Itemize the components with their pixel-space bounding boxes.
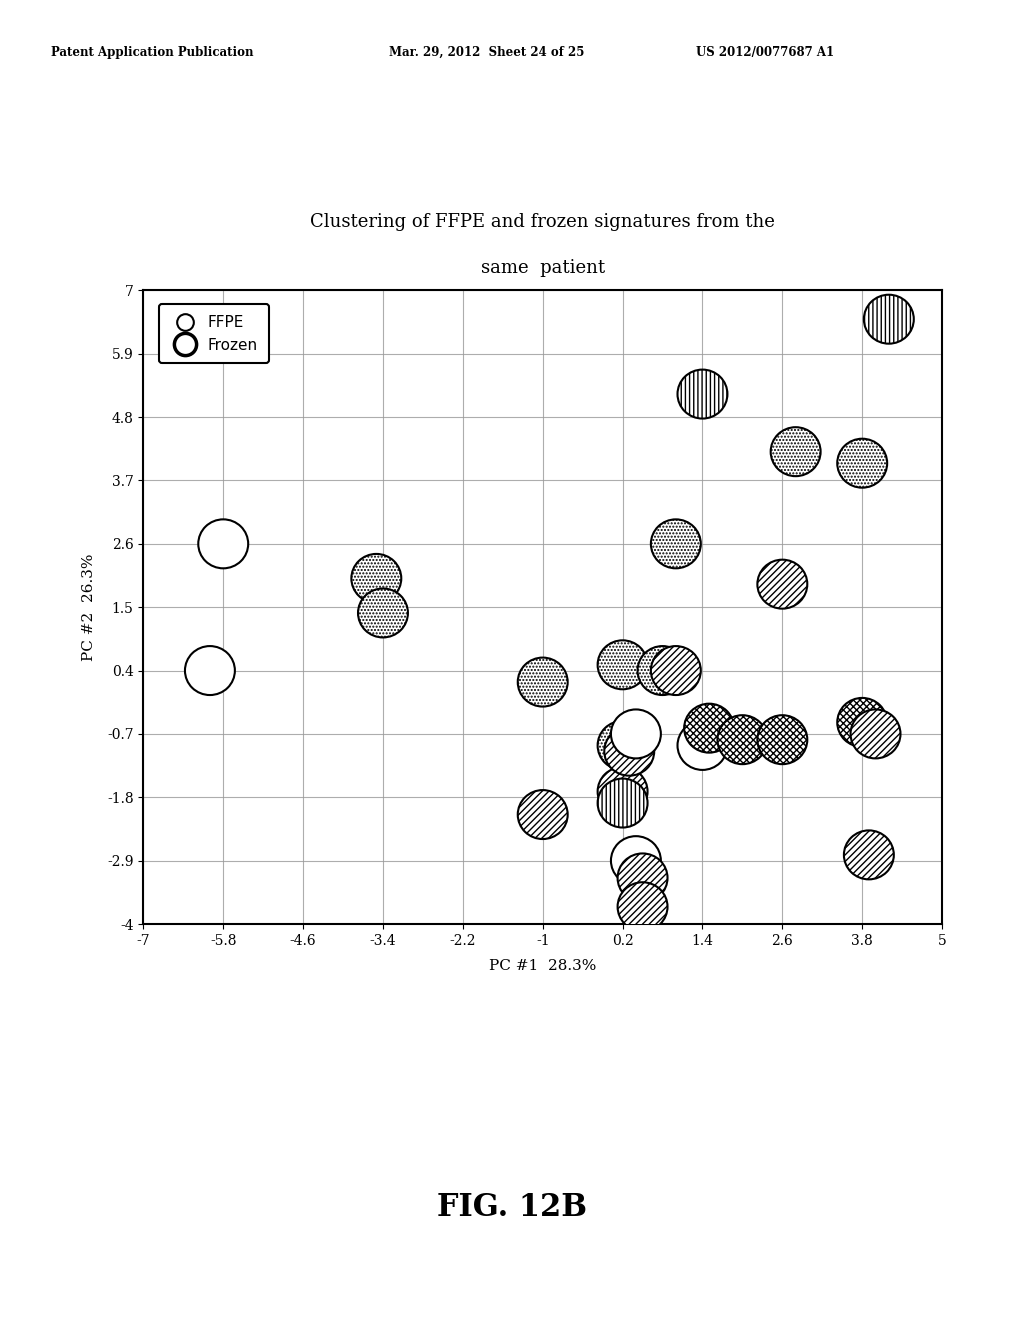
Ellipse shape (851, 709, 900, 759)
Text: Mar. 29, 2012  Sheet 24 of 25: Mar. 29, 2012 Sheet 24 of 25 (389, 46, 585, 59)
Text: US 2012/0077687 A1: US 2012/0077687 A1 (696, 46, 835, 59)
Y-axis label: PC #2  26.3%: PC #2 26.3% (82, 553, 96, 661)
Ellipse shape (617, 854, 668, 903)
Ellipse shape (684, 704, 734, 752)
Ellipse shape (611, 709, 660, 759)
Ellipse shape (358, 589, 408, 638)
Ellipse shape (617, 882, 668, 931)
Ellipse shape (199, 519, 248, 569)
Legend: FFPE, Frozen: FFPE, Frozen (159, 305, 268, 363)
Ellipse shape (518, 791, 567, 840)
Ellipse shape (864, 294, 913, 343)
Ellipse shape (651, 519, 700, 569)
Ellipse shape (844, 830, 894, 879)
Ellipse shape (651, 645, 700, 696)
Ellipse shape (604, 727, 654, 776)
Text: FIG. 12B: FIG. 12B (437, 1192, 587, 1224)
X-axis label: PC #1  28.3%: PC #1 28.3% (489, 958, 596, 973)
Ellipse shape (771, 428, 820, 477)
Ellipse shape (598, 640, 647, 689)
Ellipse shape (718, 715, 767, 764)
Text: Patent Application Publication: Patent Application Publication (51, 46, 254, 59)
Ellipse shape (678, 370, 727, 418)
Ellipse shape (758, 715, 807, 764)
Ellipse shape (838, 438, 887, 487)
Ellipse shape (518, 657, 567, 706)
Ellipse shape (638, 645, 687, 696)
Ellipse shape (351, 554, 401, 603)
Ellipse shape (611, 836, 660, 886)
Ellipse shape (758, 560, 807, 609)
Text: Clustering of FFPE and frozen signatures from the: Clustering of FFPE and frozen signatures… (310, 213, 775, 231)
Ellipse shape (838, 698, 887, 747)
Ellipse shape (678, 721, 727, 770)
Ellipse shape (598, 779, 647, 828)
Ellipse shape (185, 645, 234, 696)
Ellipse shape (598, 767, 647, 816)
Ellipse shape (598, 721, 647, 770)
Text: same  patient: same patient (480, 259, 605, 277)
